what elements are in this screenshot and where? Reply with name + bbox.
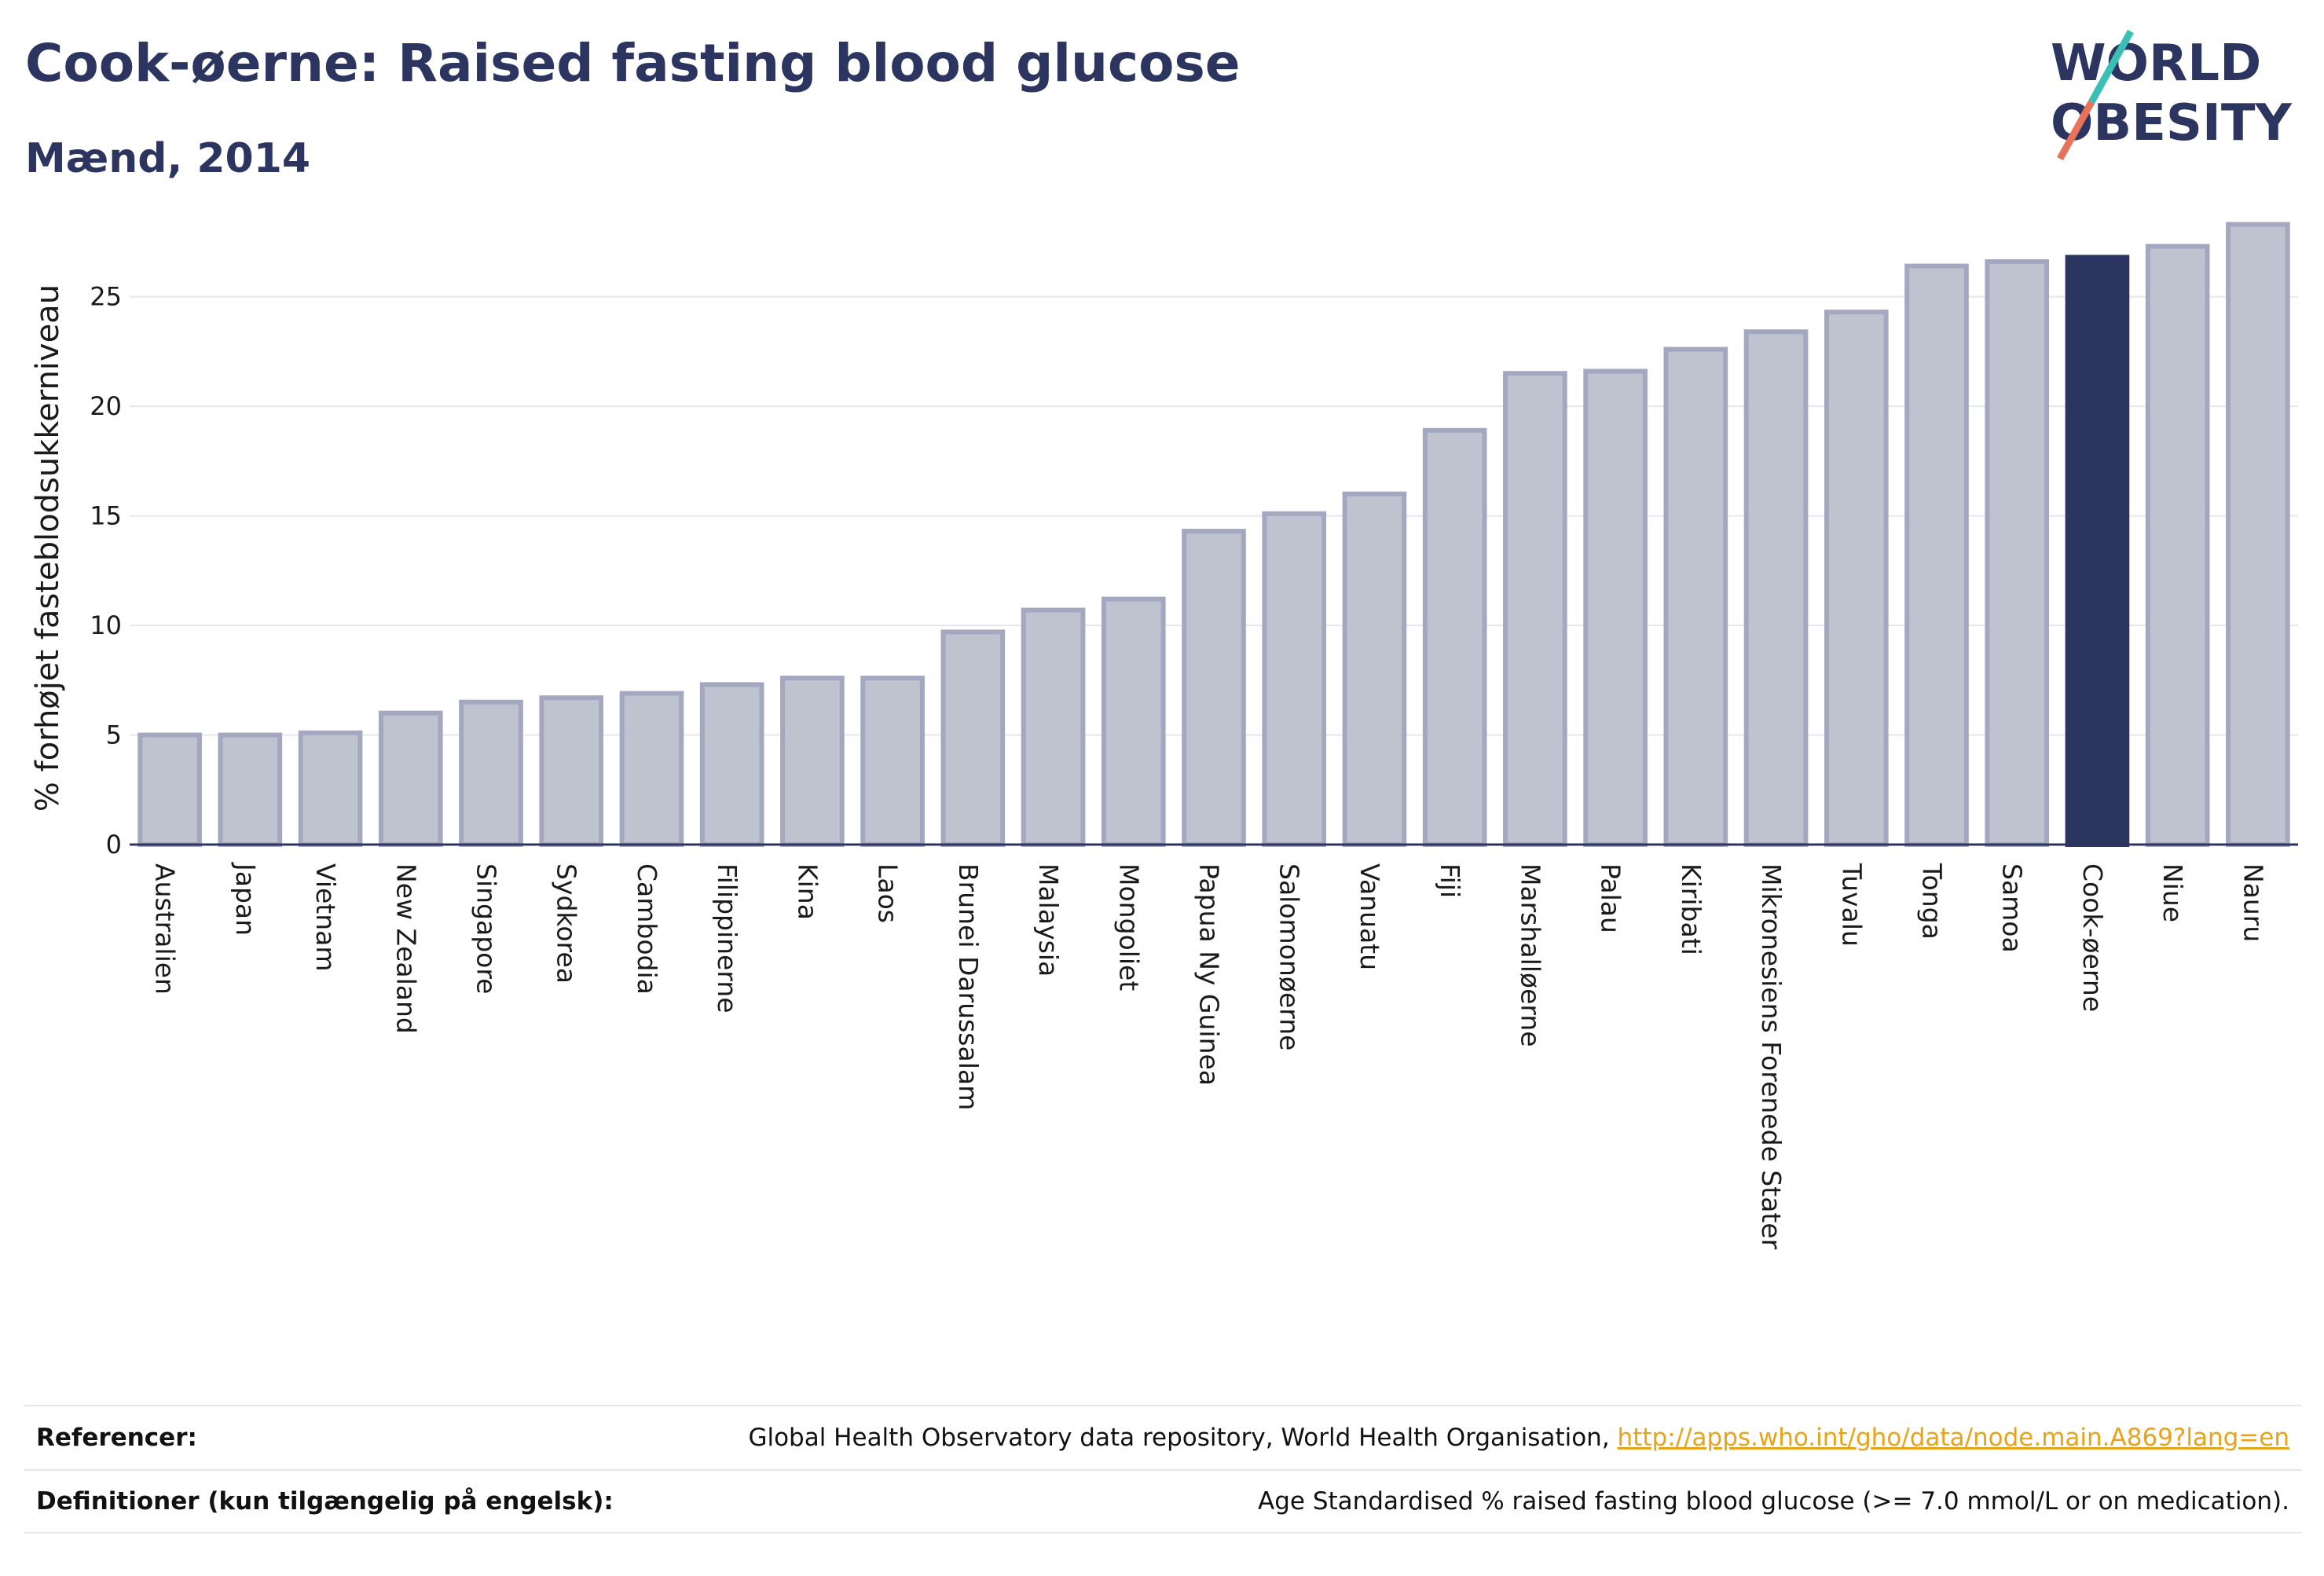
category-label: Tuvalu — [1836, 863, 1867, 947]
y-tick-labels: 0 5 10 15 20 25 — [90, 282, 122, 859]
category-labels: Australien Japan Vietnam New Zealand Singapo… — [150, 862, 2269, 1250]
bar — [1262, 511, 1327, 848]
y-tick-label: 0 — [106, 830, 122, 859]
category-label: Cambodia — [632, 863, 662, 995]
category-label: Cook-øerne — [2077, 863, 2108, 1012]
bar — [1985, 259, 2050, 847]
category-label: Kina — [792, 863, 823, 920]
bar — [1182, 529, 1246, 848]
bar — [137, 732, 202, 847]
category-label: Sydkorea — [552, 863, 582, 984]
bar — [860, 676, 925, 847]
category-label: Salomonøerne — [1274, 863, 1305, 1050]
bars — [137, 222, 2290, 848]
category-label: Malaysia — [1033, 863, 1064, 977]
category-label: Vanuatu — [1354, 863, 1385, 970]
references-label: Referencer: — [36, 1424, 197, 1452]
bar — [218, 732, 283, 847]
y-tick-label: 15 — [90, 501, 122, 531]
references-text: Global Health Observatory data repositor… — [748, 1424, 1610, 1452]
logo-slash-top — [2088, 29, 2134, 104]
y-tick-label: 20 — [90, 391, 122, 421]
chart-title: Cook-øerne: Raised fasting blood glucose — [25, 33, 1241, 93]
y-tick-label: 25 — [90, 282, 122, 312]
bar — [619, 691, 684, 847]
y-axis-title: % forhøjet fasteblodsukkerniveau — [30, 284, 66, 812]
definitions-label: Definitioner (kun tilgængelig på engelsk… — [36, 1487, 614, 1516]
category-label: Fiji — [1435, 863, 1465, 898]
bar — [940, 629, 1006, 848]
bar-highlight — [2065, 255, 2130, 847]
bar — [1583, 368, 1648, 847]
chart-subtitle: Mænd, 2014 — [25, 135, 311, 182]
references-link[interactable]: http://apps.who.int/gho/data/node.main.A… — [1617, 1424, 2289, 1452]
bar — [1101, 596, 1166, 847]
bar — [1021, 607, 1086, 847]
bar — [298, 730, 363, 847]
category-label: Samoa — [1997, 863, 2028, 953]
bar — [1422, 427, 1487, 847]
y-tick-label: 10 — [90, 610, 122, 640]
references-value: Global Health Observatory data repositor… — [748, 1424, 2289, 1452]
category-label: Singapore — [471, 863, 502, 994]
bar — [459, 699, 523, 847]
definitions-row: Definitioner (kun tilgængelig på engelsk… — [24, 1469, 2302, 1534]
bar — [780, 676, 845, 847]
category-label: Niue — [2157, 863, 2188, 922]
category-label: Vietnam — [310, 863, 341, 972]
bar — [1663, 346, 1728, 848]
category-label: New Zealand — [390, 863, 421, 1034]
bar — [1904, 263, 1969, 848]
bar — [1503, 371, 1567, 847]
bar — [539, 695, 604, 848]
category-label: Laos — [873, 863, 904, 923]
category-label: Brunei Darussalam — [953, 863, 984, 1110]
bar — [2226, 222, 2290, 848]
bar — [1342, 491, 1407, 847]
bar — [1824, 310, 1889, 847]
bar — [1743, 329, 1809, 847]
category-label: Mikronesiens Forenede Stater — [1756, 863, 1787, 1250]
category-label: Marshalløerne — [1515, 863, 1545, 1047]
bar — [378, 710, 443, 848]
category-label: Japan — [230, 862, 261, 936]
bar — [699, 682, 764, 847]
category-label: Tonga — [1917, 863, 1948, 940]
references-row: Referencer: Global Health Observatory da… — [24, 1405, 2302, 1469]
category-label: Papua Ny Guinea — [1194, 863, 1225, 1086]
bar — [2145, 244, 2210, 847]
category-label: Kiribati — [1676, 863, 1706, 955]
logo-line1: WORLD — [2051, 35, 2261, 93]
footer: Referencer: Global Health Observatory da… — [24, 1405, 2302, 1534]
logo-slash-bottom — [2057, 100, 2095, 161]
world-obesity-logo: WORLD OBESITY — [2051, 29, 2292, 161]
category-label: Palau — [1596, 863, 1626, 933]
y-tick-label: 5 — [106, 720, 122, 750]
category-label: Australien — [150, 863, 181, 995]
category-label: Filippinerne — [712, 863, 742, 1013]
definitions-text: Age Standardised % raised fasting blood … — [1258, 1487, 2289, 1516]
category-label: Nauru — [2238, 863, 2268, 942]
bar-chart: 0 5 10 15 20 25 Australien Japan Vietnam New Zea… — [30, 222, 2298, 1250]
category-label: Mongoliet — [1113, 863, 1144, 991]
